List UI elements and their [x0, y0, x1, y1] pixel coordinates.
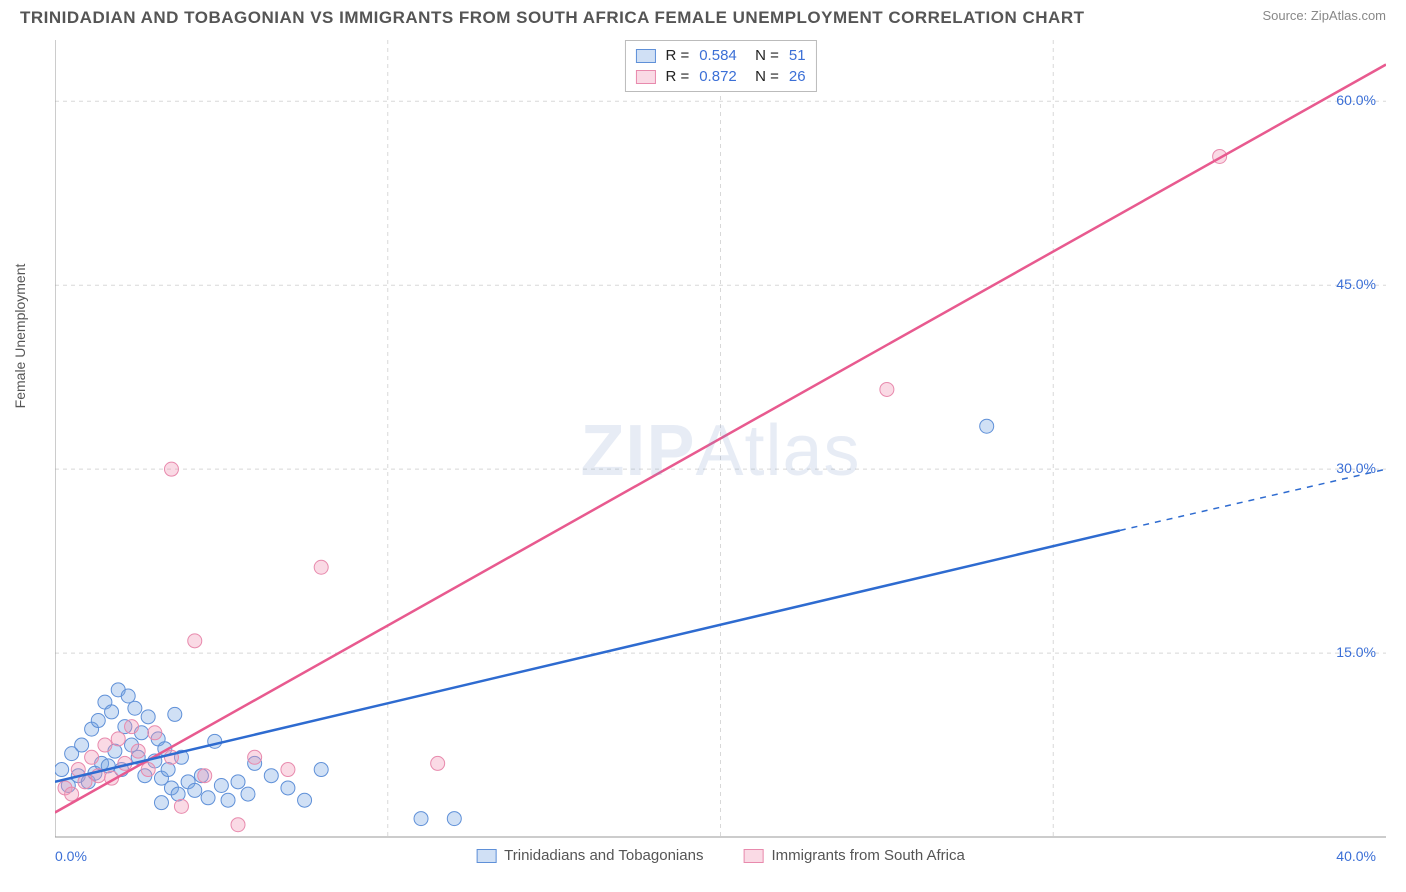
bottom-legend: Trinidadians and Tobagonians Immigrants … [476, 847, 965, 864]
chart-container: Female Unemployment ZIPAtlas R = 0.584 N… [55, 40, 1386, 862]
scatter-plot [55, 40, 1386, 862]
r-value-series2: 0.872 [699, 68, 737, 85]
n-label: N = [747, 47, 779, 64]
n-label: N = [747, 68, 779, 85]
swatch-series1 [635, 49, 655, 63]
y-tick-label: 60.0% [1336, 92, 1376, 108]
swatch-series1-bottom [476, 849, 496, 863]
r-value-series1: 0.584 [699, 47, 737, 64]
legend-item-series1: Trinidadians and Tobagonians [476, 847, 703, 864]
legend-item-series2: Immigrants from South Africa [743, 847, 964, 864]
chart-title: TRINIDADIAN AND TOBAGONIAN VS IMMIGRANTS… [20, 8, 1085, 28]
swatch-series2 [635, 70, 655, 84]
n-value-series2: 26 [789, 68, 806, 85]
y-tick-label: 45.0% [1336, 276, 1376, 292]
y-tick-label: 30.0% [1336, 460, 1376, 476]
x-tick-label: 0.0% [55, 848, 87, 864]
r-label: R = [665, 68, 689, 85]
legend-label-series2: Immigrants from South Africa [771, 847, 964, 864]
n-value-series1: 51 [789, 47, 806, 64]
y-tick-label: 15.0% [1336, 644, 1376, 660]
stats-row-series2: R = 0.872 N = 26 [635, 66, 805, 87]
swatch-series2-bottom [743, 849, 763, 863]
legend-label-series1: Trinidadians and Tobagonians [504, 847, 703, 864]
stats-legend-box: R = 0.584 N = 51 R = 0.872 N = 26 [624, 40, 816, 92]
r-label: R = [665, 47, 689, 64]
source-label: Source: ZipAtlas.com [1262, 8, 1386, 23]
y-axis-label: Female Unemployment [12, 264, 28, 409]
x-tick-label: 40.0% [1336, 848, 1376, 864]
stats-row-series1: R = 0.584 N = 51 [635, 45, 805, 66]
